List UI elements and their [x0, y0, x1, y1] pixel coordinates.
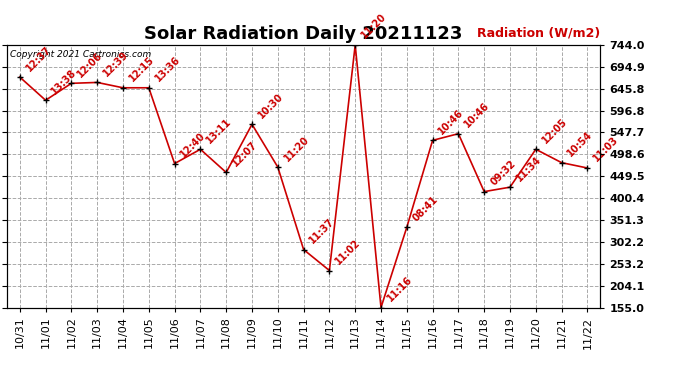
- Text: Copyright 2021 Cartronics.com: Copyright 2021 Cartronics.com: [10, 50, 151, 59]
- Text: 13:11: 13:11: [204, 116, 233, 145]
- Text: 12:15: 12:15: [127, 55, 156, 84]
- Text: 13:36: 13:36: [153, 55, 182, 84]
- Text: 13:38: 13:38: [50, 67, 79, 96]
- Text: 11:20: 11:20: [359, 12, 388, 41]
- Text: 11:20: 11:20: [282, 134, 311, 163]
- Text: 09:32: 09:32: [489, 159, 518, 188]
- Text: 12:07: 12:07: [230, 139, 259, 168]
- Text: 12:40: 12:40: [179, 130, 208, 159]
- Text: 10:46: 10:46: [462, 100, 491, 129]
- Text: 08:41: 08:41: [411, 194, 440, 223]
- Text: 12:39: 12:39: [101, 49, 130, 78]
- Text: 11:34: 11:34: [514, 154, 543, 183]
- Text: 11:02: 11:02: [333, 237, 362, 266]
- Text: 11:37: 11:37: [308, 216, 337, 245]
- Text: 10:54: 10:54: [566, 129, 595, 159]
- Text: 12:37: 12:37: [24, 44, 53, 73]
- Text: Radiation (W/m2): Radiation (W/m2): [477, 27, 600, 40]
- Text: 12:06: 12:06: [76, 50, 105, 79]
- Title: Solar Radiation Daily 20211123: Solar Radiation Daily 20211123: [144, 26, 463, 44]
- Text: 11:03: 11:03: [591, 135, 620, 164]
- Text: 12:05: 12:05: [540, 116, 569, 145]
- Text: 10:30: 10:30: [256, 91, 285, 120]
- Text: 10:46: 10:46: [437, 107, 466, 136]
- Text: 11:16: 11:16: [385, 274, 414, 303]
